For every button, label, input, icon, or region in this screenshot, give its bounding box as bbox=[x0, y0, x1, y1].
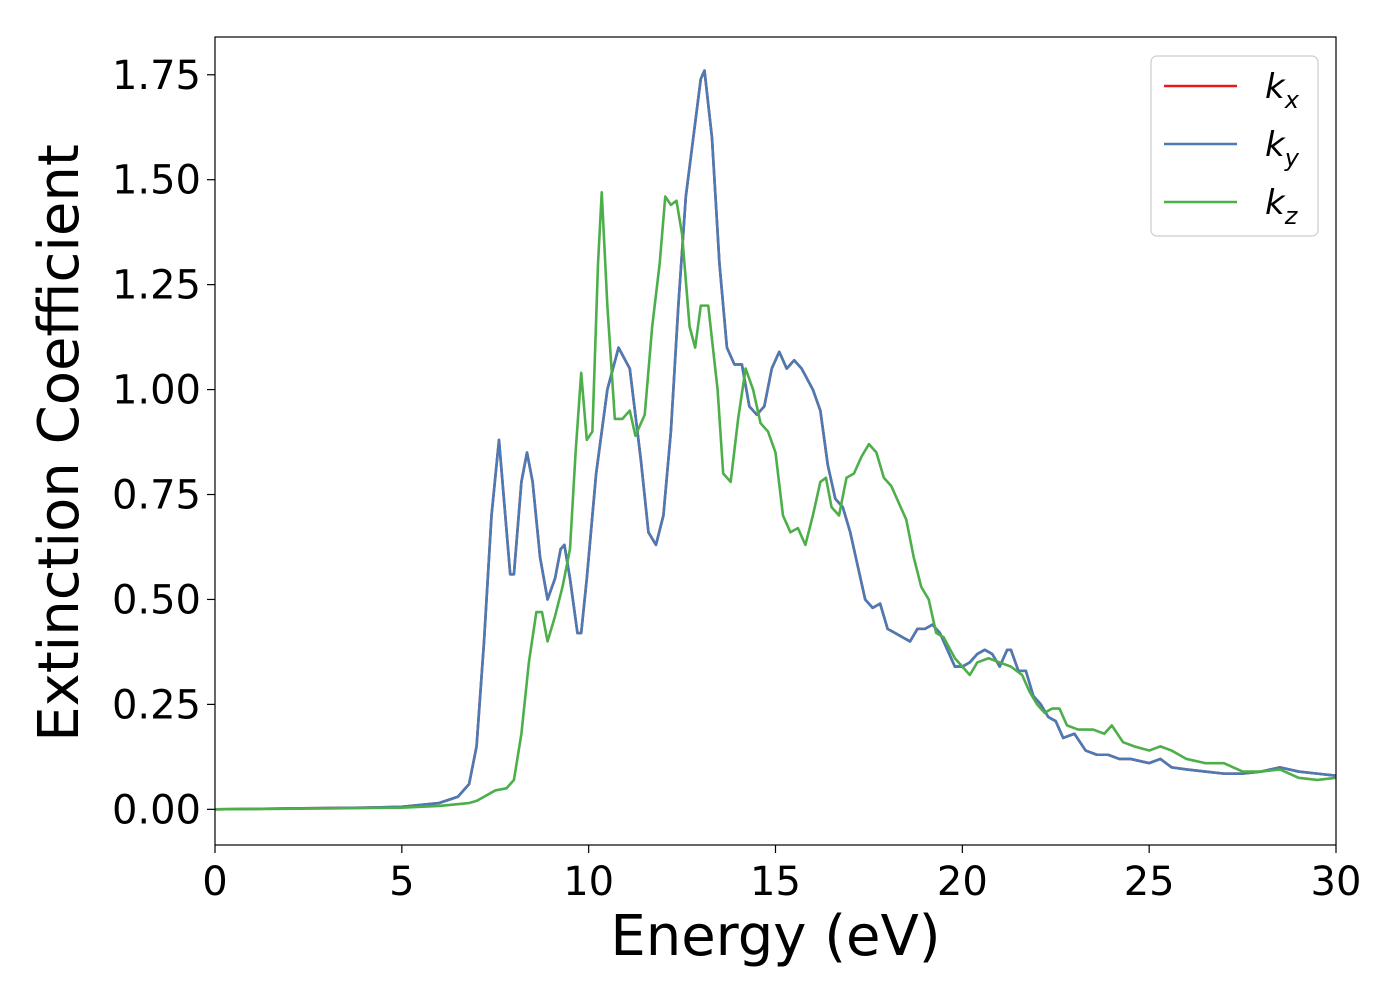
y-tick-label: 1.50 bbox=[112, 158, 201, 204]
legend-label-main: k bbox=[1265, 125, 1286, 165]
x-tick-label: 25 bbox=[1124, 859, 1175, 905]
legend-label-main: k bbox=[1265, 183, 1286, 223]
y-tick-label: 1.25 bbox=[112, 263, 201, 309]
y-tick-label: 0.75 bbox=[112, 473, 201, 519]
y-tick-label: 1.75 bbox=[112, 53, 201, 99]
legend-label-y: ky bbox=[1265, 125, 1300, 172]
legend-label-sub: x bbox=[1284, 86, 1300, 114]
x-axis-label: Energy (eV) bbox=[610, 904, 940, 969]
legend-label-sub: z bbox=[1284, 202, 1299, 230]
x-tick-label: 20 bbox=[937, 859, 988, 905]
legend-box bbox=[1150, 55, 1319, 237]
y-tick-label: 0.25 bbox=[112, 682, 201, 728]
x-tick-label: 15 bbox=[750, 859, 801, 905]
x-axis: 0 5 10 15 20 25 30 bbox=[202, 845, 1361, 905]
x-tick-label: 5 bbox=[389, 859, 414, 905]
y-axis: 0.00 0.25 0.50 0.75 1.00 1.25 1.50 1.75 bbox=[112, 53, 215, 833]
series-line-y bbox=[215, 69, 1336, 811]
legend-label-z: kz bbox=[1265, 183, 1299, 230]
x-tick-label: 30 bbox=[1311, 859, 1362, 905]
legend-label-main: k bbox=[1265, 67, 1286, 107]
x-tick-label: 10 bbox=[563, 859, 614, 905]
y-tick-label: 0.00 bbox=[112, 787, 201, 833]
x-tick-label: 0 bbox=[202, 859, 227, 905]
y-tick-label: 1.00 bbox=[112, 368, 201, 414]
y-axis-label: Extinction Coefficient bbox=[27, 144, 92, 742]
legend-label-x: kx bbox=[1265, 67, 1300, 114]
series-line-z bbox=[215, 191, 1336, 811]
y-tick-label: 0.50 bbox=[112, 577, 201, 623]
legend-label-sub: y bbox=[1284, 144, 1300, 172]
series-layer bbox=[215, 69, 1336, 811]
